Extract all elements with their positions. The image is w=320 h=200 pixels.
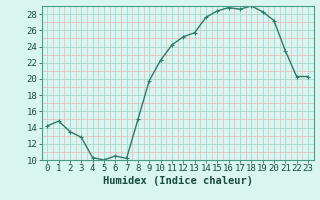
X-axis label: Humidex (Indice chaleur): Humidex (Indice chaleur) xyxy=(103,176,252,186)
